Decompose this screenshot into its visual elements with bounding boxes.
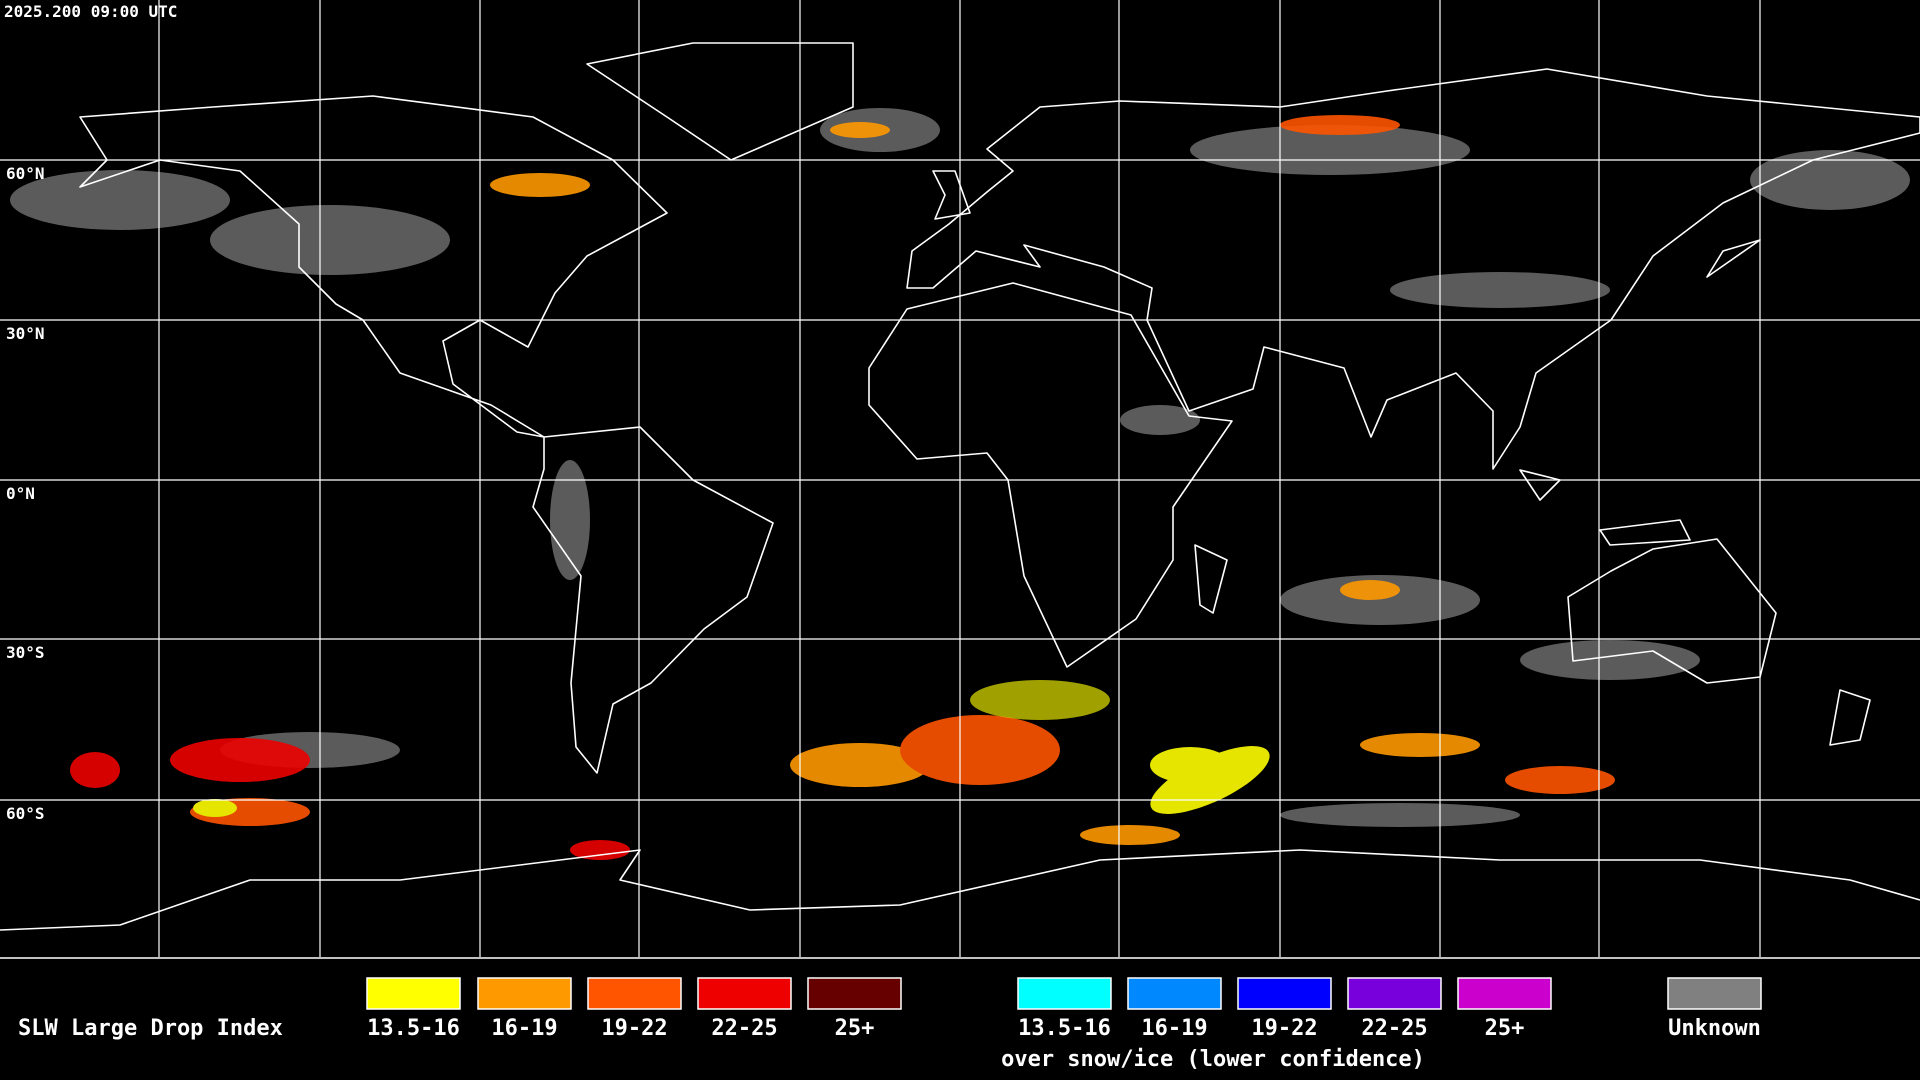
legend-label: 19-22 <box>601 1016 667 1041</box>
legend-title: SLW Large Drop Index <box>18 1016 283 1041</box>
legend-swatch <box>807 977 902 1010</box>
legend-swatch <box>1667 977 1762 1010</box>
latitude-label: 0°N <box>6 484 35 503</box>
latitude-label: 60°N <box>6 164 45 183</box>
legend-swatch <box>1017 977 1112 1010</box>
legend-swatch <box>697 977 792 1010</box>
latitude-label: 30°S <box>6 643 45 662</box>
latitude-label: 30°N <box>6 324 45 343</box>
legend-swatch <box>587 977 682 1010</box>
legend-swatch <box>477 977 572 1010</box>
legend-label: 16-19 <box>1141 1016 1207 1041</box>
legend-label: 22-25 <box>711 1016 777 1041</box>
legend-label: 25+ <box>835 1016 875 1041</box>
coastlines <box>0 42 1920 931</box>
snow-ice-caption: over snow/ice (lower confidence) <box>1001 1047 1425 1072</box>
unknown-areas <box>10 108 1910 827</box>
legend-swatch <box>1347 977 1442 1010</box>
legend-label: 13.5-16 <box>1018 1016 1111 1041</box>
legend-swatch <box>1127 977 1222 1010</box>
timestamp: 2025.200 09:00 UTC <box>4 2 177 21</box>
legend-label: 19-22 <box>1251 1016 1317 1041</box>
drop-index-areas <box>70 115 1615 860</box>
legend-swatch <box>366 977 461 1010</box>
map: 2025.200 09:00 UTC 60°N 30°N 0°N 30°S 60°S <box>0 0 1920 959</box>
legend-swatch <box>1457 977 1552 1010</box>
legend-label: 25+ <box>1485 1016 1525 1041</box>
legend-label: 22-25 <box>1361 1016 1427 1041</box>
legend-label: 16-19 <box>491 1016 557 1041</box>
legend: SLW Large Drop Index over snow/ice (lowe… <box>18 977 1762 1072</box>
latitude-label: 60°S <box>6 804 45 823</box>
graticule <box>0 0 1920 959</box>
legend-swatch <box>1237 977 1332 1010</box>
legend-label: Unknown <box>1668 1016 1761 1041</box>
legend-label: 13.5-16 <box>367 1016 460 1041</box>
